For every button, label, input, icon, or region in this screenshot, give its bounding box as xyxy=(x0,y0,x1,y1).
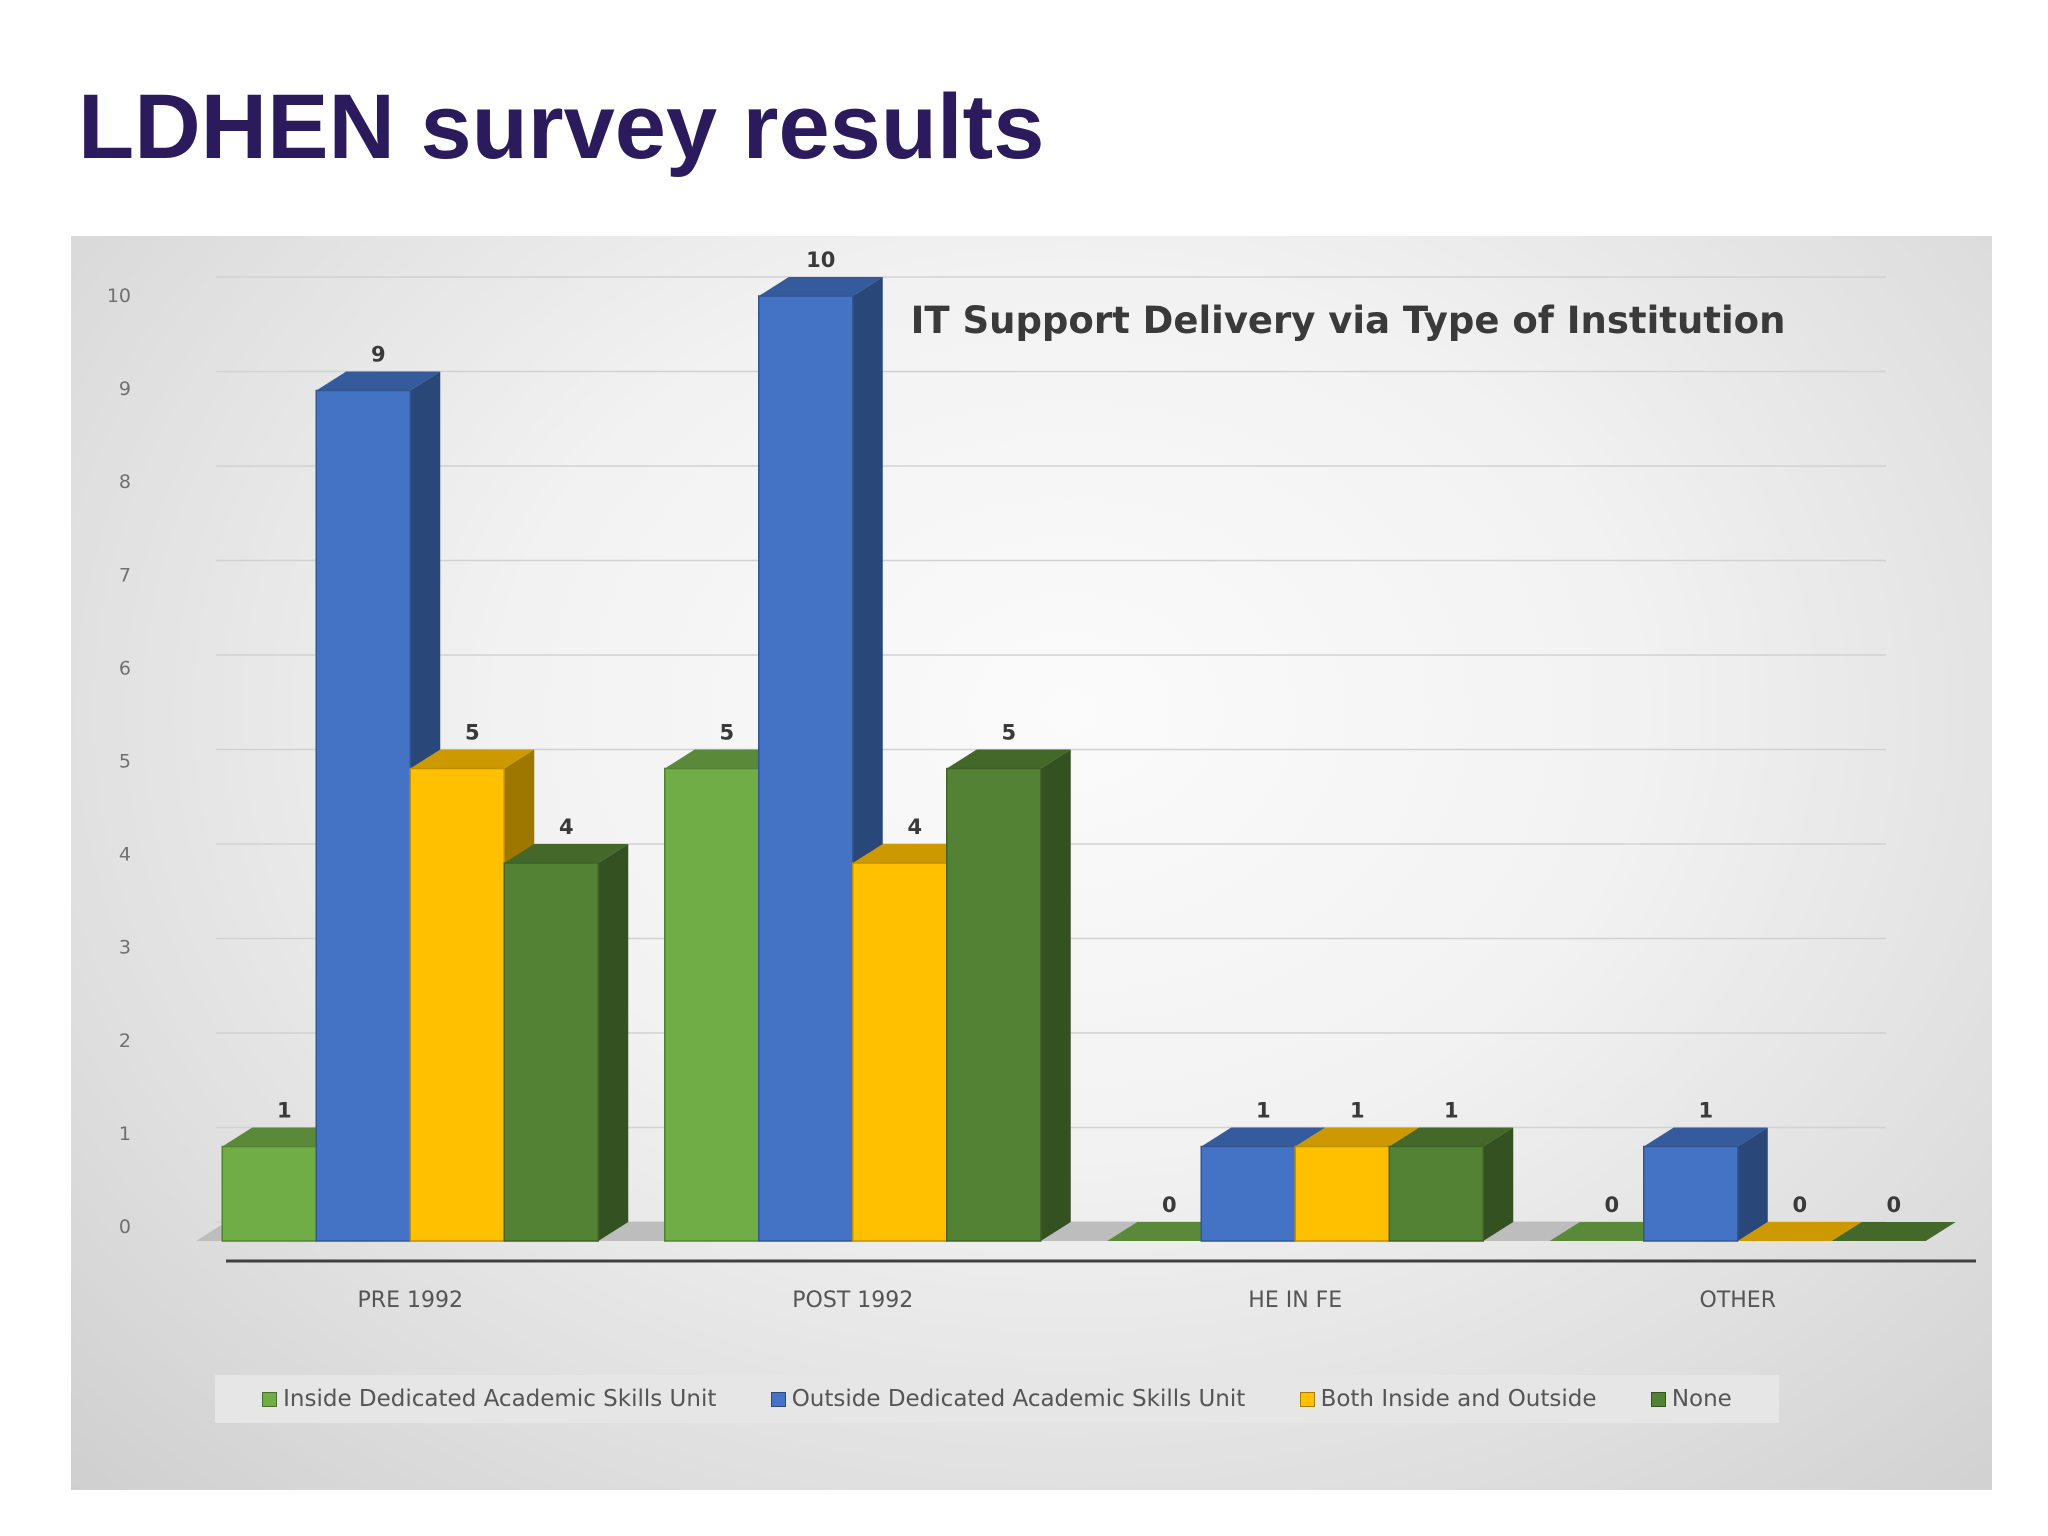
legend-swatch xyxy=(770,1391,786,1407)
legend-label: Both Inside and Outside xyxy=(1320,1386,1597,1412)
data-label: 0 xyxy=(1162,1193,1177,1217)
bar-front xyxy=(221,1145,317,1242)
bar-he-in-fe-series-0 xyxy=(1107,1222,1232,1241)
legend-item-inside: Inside Dedicated Academic Skills Unit xyxy=(262,1386,716,1412)
data-label: 5 xyxy=(719,721,734,745)
legend-swatch xyxy=(1299,1391,1315,1407)
data-label: 4 xyxy=(559,815,574,839)
bar-top xyxy=(852,844,977,863)
slide-title: LDHEN survey results xyxy=(78,76,1045,178)
data-label: 10 xyxy=(806,248,835,272)
bar-front xyxy=(1643,1145,1739,1242)
bar-front xyxy=(1388,1145,1484,1242)
y-tick-label: 9 xyxy=(119,378,131,400)
legend-swatch xyxy=(262,1391,278,1407)
y-tick-label: 3 xyxy=(119,937,131,959)
bar-side xyxy=(1040,749,1071,1241)
bar-top xyxy=(504,844,629,863)
bar-top xyxy=(664,749,789,769)
y-tick-label: 2 xyxy=(119,1030,131,1052)
bar-top xyxy=(1643,1127,1768,1147)
data-label: 0 xyxy=(1792,1193,1807,1217)
data-label: 9 xyxy=(371,343,386,367)
legend-swatch xyxy=(1650,1391,1666,1407)
bar-other-series-0 xyxy=(1549,1222,1674,1241)
data-label: 1 xyxy=(1256,1099,1271,1123)
legend-item-outside: Outside Dedicated Academic Skills Unit xyxy=(770,1386,1246,1412)
bar-side xyxy=(598,844,629,1241)
bar-top xyxy=(1831,1222,1956,1241)
bar-front xyxy=(315,389,411,1242)
bar-top xyxy=(316,371,441,391)
bar-pre-1992-series-3 xyxy=(503,844,629,1242)
bar-other-series-3 xyxy=(1831,1222,1956,1241)
data-label: 5 xyxy=(1001,721,1016,745)
bar-he-in-fe-series-3 xyxy=(1388,1127,1514,1242)
data-label: 4 xyxy=(907,815,922,839)
bar-front xyxy=(946,767,1042,1242)
bar-top xyxy=(1201,1127,1326,1147)
chart-area: 1 9 5 4 5 10 4 5 0 1 1 1 0 1 0 0 0 1 2 3 4 5 6 7 8 9 10 PRE 1992 PO… xyxy=(71,236,1992,1490)
bar-other-series-2 xyxy=(1737,1222,1862,1241)
y-tick-label: 4 xyxy=(119,844,131,866)
bar-side xyxy=(1483,1127,1514,1241)
bar-top xyxy=(1295,1127,1420,1147)
bar-front xyxy=(1294,1145,1390,1242)
bar-top xyxy=(222,1127,347,1147)
bar-top xyxy=(758,277,883,296)
bar-front xyxy=(409,767,505,1242)
bar-front xyxy=(852,862,948,1242)
y-tick-label: 5 xyxy=(119,751,131,773)
bar-top xyxy=(946,749,1071,769)
bars xyxy=(221,277,1956,1242)
data-label: 5 xyxy=(465,721,480,745)
chart-title: IT Support Delivery via Type of Institut… xyxy=(911,299,1786,342)
x-tick-label: OTHER xyxy=(1700,1288,1776,1313)
y-tick-label: 8 xyxy=(119,471,131,493)
bar-front xyxy=(758,295,854,1242)
legend-item-both: Both Inside and Outside xyxy=(1299,1386,1597,1412)
data-label: 1 xyxy=(1350,1099,1365,1123)
bar-side xyxy=(1737,1127,1768,1241)
bar-front xyxy=(664,767,760,1242)
data-label: 1 xyxy=(1698,1099,1713,1123)
data-label: 0 xyxy=(1886,1193,1901,1217)
bar-front xyxy=(1200,1145,1296,1242)
y-tick-label: 7 xyxy=(119,564,131,586)
bar-top xyxy=(1549,1222,1674,1241)
bar-top xyxy=(1737,1222,1862,1241)
data-label: 0 xyxy=(1604,1193,1619,1217)
y-tick-label: 0 xyxy=(119,1216,131,1238)
data-label: 1 xyxy=(277,1099,292,1123)
x-tick-label: POST 1992 xyxy=(792,1288,913,1313)
x-tick-label: HE IN FE xyxy=(1248,1288,1342,1313)
bar-top xyxy=(1389,1127,1514,1147)
bar-top xyxy=(1107,1222,1232,1241)
data-label: 1 xyxy=(1444,1099,1459,1123)
x-tick-label: PRE 1992 xyxy=(358,1288,463,1313)
legend-label: None xyxy=(1671,1386,1732,1412)
legend-label: Inside Dedicated Academic Skills Unit xyxy=(283,1386,717,1412)
chart-legend: Inside Dedicated Academic Skills Unit Ou… xyxy=(215,1375,1779,1423)
bar-top xyxy=(410,749,535,769)
bar-other-series-1 xyxy=(1643,1127,1768,1242)
bar-front xyxy=(503,862,599,1242)
y-tick-label: 6 xyxy=(119,657,131,679)
legend-item-none: None xyxy=(1650,1386,1732,1412)
bar-post-1992-series-3 xyxy=(946,749,1071,1242)
legend-label: Outside Dedicated Academic Skills Unit xyxy=(791,1386,1246,1412)
y-tick-label: 10 xyxy=(107,285,131,307)
y-tick-label: 1 xyxy=(119,1123,131,1145)
